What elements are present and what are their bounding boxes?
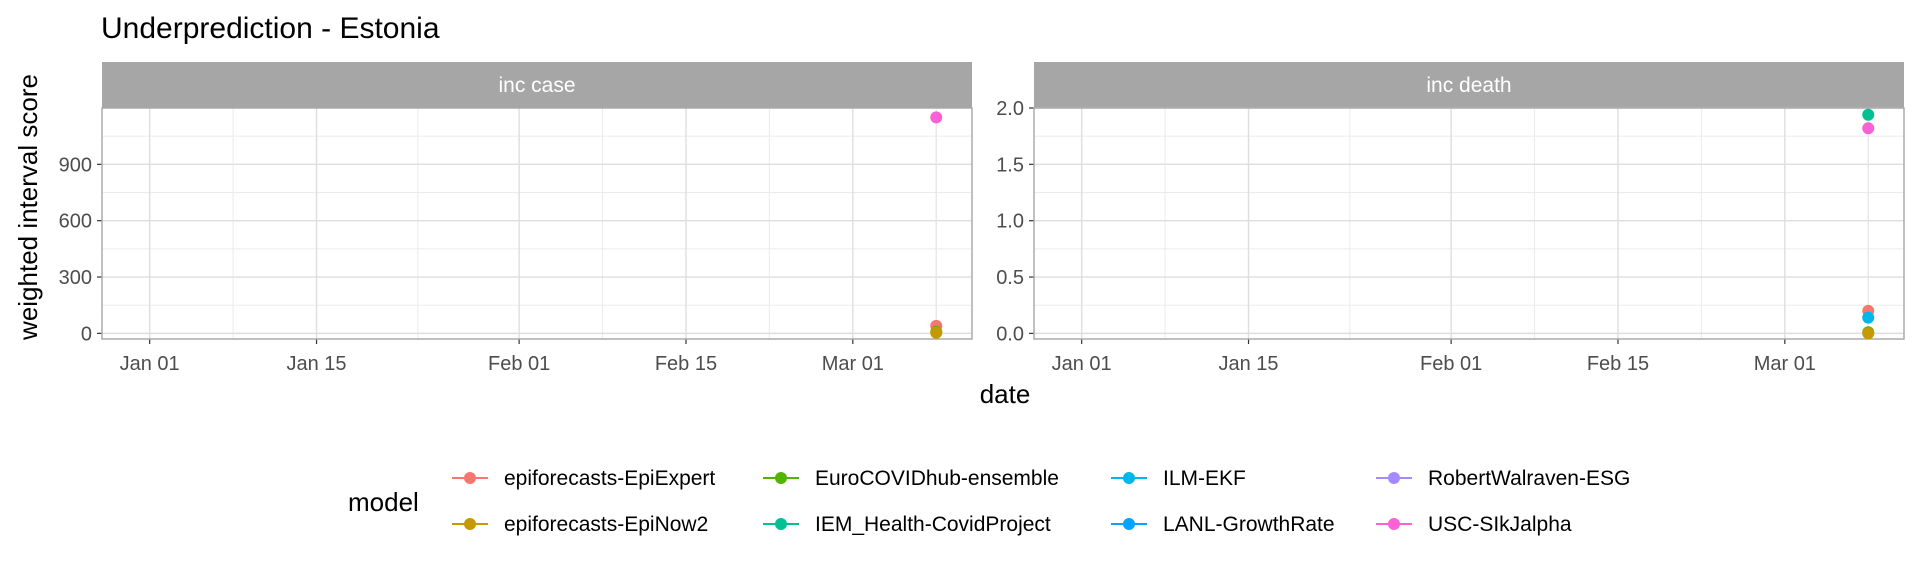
y-tick-label: 1.0	[996, 211, 1024, 233]
legend-entry: RobertWalraven-ESG	[1376, 467, 1630, 490]
y-tick-label: 0.0	[996, 323, 1024, 345]
legend-label: EuroCOVIDhub-ensemble	[815, 467, 1059, 490]
legend-entry: EuroCOVIDhub-ensemble	[763, 467, 1059, 490]
chart-panels: inc case 0 300 600 900 Jan 01 Jan 15 Feb 01 Feb …	[59, 62, 1905, 375]
panel-inc-case: inc case 0 300 600 900 Jan 01 Jan 15 Feb 01 Feb …	[59, 62, 973, 375]
y-tick-label: 0	[81, 323, 92, 345]
strip-background	[102, 62, 972, 108]
legend-label: IEM_Health-CovidProject	[815, 513, 1051, 536]
y-tick-label: 600	[59, 211, 92, 233]
legend-key-point	[1123, 472, 1135, 484]
data-point	[1862, 327, 1875, 340]
legend: model epiforecasts-EpiExpert epiforecasts…	[348, 467, 1630, 536]
data-point	[1862, 311, 1875, 324]
strip-label: inc death	[1426, 74, 1511, 97]
x-tick-label: Mar 01	[1754, 353, 1816, 375]
legend-label: USC-SIkJalpha	[1428, 513, 1572, 536]
x-tick-label: Jan 01	[120, 353, 180, 375]
x-tick-label: Feb 15	[1587, 353, 1649, 375]
x-tick-label: Feb 01	[488, 353, 550, 375]
legend-key-point	[775, 518, 787, 530]
data-point	[1862, 122, 1875, 135]
y-tick-label: 1.5	[996, 154, 1024, 176]
y-tick-label: 300	[59, 267, 92, 289]
y-axis-title: weighted interval score	[13, 74, 43, 341]
x-tick-label: Jan 15	[286, 353, 346, 375]
legend-entry: IEM_Health-CovidProject	[763, 513, 1051, 536]
panel-inc-death: inc death 0.0 0.5 1.0 1.5 2.0 Jan 01 Jan 15 Feb …	[996, 62, 1905, 375]
data-point	[1862, 108, 1875, 121]
legend-title: model	[348, 487, 419, 517]
chart-title: Underprediction - Estonia	[101, 12, 440, 45]
y-tick-label: 0.5	[996, 267, 1024, 289]
legend-entry: USC-SIkJalpha	[1376, 513, 1572, 536]
legend-key-point	[1388, 518, 1400, 530]
panel-border	[1033, 107, 1905, 340]
legend-label: epiforecasts-EpiExpert	[504, 467, 715, 490]
y-tick-label: 2.0	[996, 98, 1024, 120]
x-axis-title: date	[980, 379, 1031, 409]
x-tick-label: Feb 15	[655, 353, 717, 375]
panel-border	[101, 107, 973, 340]
strip-label: inc case	[498, 74, 575, 97]
legend-key-point	[1388, 472, 1400, 484]
legend-label: RobertWalraven-ESG	[1428, 467, 1630, 490]
legend-entry: ILM-EKF	[1111, 467, 1246, 490]
legend-label: LANL-GrowthRate	[1163, 513, 1335, 536]
legend-key-point	[775, 472, 787, 484]
data-point	[930, 111, 943, 124]
legend-entry: epiforecasts-EpiExpert	[452, 467, 715, 490]
legend-label: ILM-EKF	[1163, 467, 1246, 490]
legend-entry: epiforecasts-EpiNow2	[452, 513, 708, 536]
x-tick-label: Feb 01	[1420, 353, 1482, 375]
x-tick-label: Mar 01	[822, 353, 884, 375]
legend-key-point	[464, 472, 476, 484]
x-tick-label: Jan 01	[1052, 353, 1112, 375]
data-point	[930, 326, 943, 339]
legend-key-point	[1123, 518, 1135, 530]
y-tick-label: 900	[59, 154, 92, 176]
x-tick-label: Jan 15	[1218, 353, 1278, 375]
strip-background	[1034, 62, 1904, 108]
legend-label: epiforecasts-EpiNow2	[504, 513, 708, 536]
legend-entry: LANL-GrowthRate	[1111, 513, 1335, 536]
legend-key-point	[464, 518, 476, 530]
